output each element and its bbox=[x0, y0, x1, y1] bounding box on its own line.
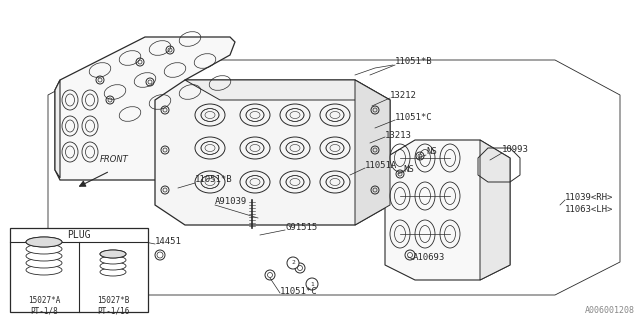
Circle shape bbox=[13, 248, 25, 260]
Text: FRONT: FRONT bbox=[100, 155, 129, 164]
Bar bbox=[10, 228, 148, 312]
Ellipse shape bbox=[100, 262, 126, 270]
Circle shape bbox=[82, 248, 94, 260]
Text: 2: 2 bbox=[86, 252, 90, 257]
Text: NS: NS bbox=[403, 165, 413, 174]
Text: A006001208: A006001208 bbox=[585, 306, 635, 315]
Text: 11051*C: 11051*C bbox=[395, 114, 433, 123]
Text: PLUG: PLUG bbox=[67, 230, 91, 240]
Polygon shape bbox=[355, 80, 390, 225]
Text: 14451: 14451 bbox=[155, 237, 182, 246]
Ellipse shape bbox=[26, 258, 62, 268]
Polygon shape bbox=[385, 140, 510, 280]
Text: 1: 1 bbox=[310, 282, 314, 286]
Text: G91515: G91515 bbox=[285, 223, 317, 233]
Polygon shape bbox=[55, 37, 235, 180]
Ellipse shape bbox=[100, 268, 126, 276]
Ellipse shape bbox=[26, 265, 62, 275]
Ellipse shape bbox=[26, 251, 62, 261]
Polygon shape bbox=[185, 80, 390, 100]
Text: 11051*C: 11051*C bbox=[280, 286, 317, 295]
Ellipse shape bbox=[100, 250, 126, 258]
Text: 11051A: 11051A bbox=[365, 161, 397, 170]
Polygon shape bbox=[155, 80, 390, 225]
Text: 13212: 13212 bbox=[390, 92, 417, 100]
Text: 15027*A
PT-1/8: 15027*A PT-1/8 bbox=[28, 296, 60, 316]
Ellipse shape bbox=[26, 237, 62, 247]
Text: 11063<LH>: 11063<LH> bbox=[565, 205, 613, 214]
Text: 11039<RH>: 11039<RH> bbox=[565, 193, 613, 202]
Text: 11051*B: 11051*B bbox=[195, 175, 232, 185]
Circle shape bbox=[287, 257, 299, 269]
Ellipse shape bbox=[26, 237, 62, 247]
Text: 11051*B: 11051*B bbox=[395, 58, 433, 67]
Text: 15027*B
PT-1/16: 15027*B PT-1/16 bbox=[97, 296, 129, 316]
Ellipse shape bbox=[26, 244, 62, 254]
Ellipse shape bbox=[100, 256, 126, 264]
Text: A10693: A10693 bbox=[413, 252, 445, 261]
Ellipse shape bbox=[100, 250, 126, 258]
Polygon shape bbox=[55, 80, 60, 178]
Text: A91039: A91039 bbox=[215, 197, 247, 206]
Text: 13213: 13213 bbox=[385, 131, 412, 140]
Text: 2: 2 bbox=[291, 260, 295, 266]
Text: 10993: 10993 bbox=[502, 146, 529, 155]
Text: NS: NS bbox=[426, 148, 436, 156]
Polygon shape bbox=[480, 140, 510, 280]
Circle shape bbox=[306, 278, 318, 290]
Text: 1: 1 bbox=[17, 252, 21, 257]
